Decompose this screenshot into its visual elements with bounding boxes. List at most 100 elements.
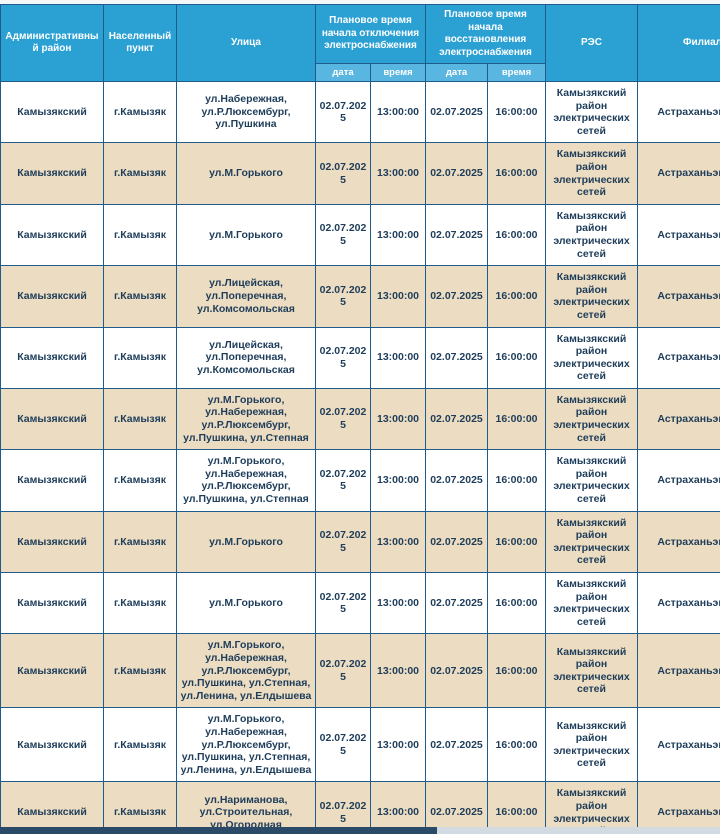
cell-branch: Астраханьэнерго: [637, 326, 720, 389]
cell-branch: Астраханьэнерго: [637, 142, 720, 205]
table-row: Камызякский г.Камызяк ул.М.Горького, ул.…: [0, 387, 720, 451]
cell-on-date: 02.07.2025: [425, 203, 488, 267]
cell-on-time: 16:00:00: [487, 449, 546, 512]
cell-off-date: 02.07.2025: [315, 707, 371, 783]
cell-branch: Астраханьэнерго: [637, 203, 720, 267]
cell-district: Камызякский: [0, 781, 104, 834]
cell-res: Камызякский район электрических сетей: [545, 80, 638, 144]
cell-settlement: г.Камызяк: [103, 707, 177, 783]
cell-on-date: 02.07.2025: [425, 80, 488, 144]
table-header: Административный район Населенный пункт …: [0, 4, 720, 82]
cell-branch: Астраханьэнерго: [637, 449, 720, 512]
cell-street: ул.Лицейская, ул.Поперечная, ул.Комсомол…: [176, 265, 316, 328]
cell-off-date: 02.07.2025: [315, 571, 371, 635]
cell-off-time: 13:00:00: [370, 707, 426, 783]
cell-on-date: 02.07.2025: [425, 142, 488, 205]
cell-off-date: 02.07.2025: [315, 80, 371, 144]
cell-district: Камызякский: [0, 80, 104, 144]
cell-branch: Астраханьэнерго: [637, 571, 720, 635]
cell-on-time: 16:00:00: [487, 387, 546, 451]
cell-branch: Астраханьэнерго: [637, 707, 720, 783]
cell-on-time: 16:00:00: [487, 510, 546, 574]
cell-on-time: 16:00:00: [487, 633, 546, 709]
cell-branch: Астраханьэнерго: [637, 80, 720, 144]
cell-settlement: г.Камызяк: [103, 203, 177, 267]
cell-res: Камызякский район электрических сетей: [545, 142, 638, 205]
subcol-header-off-time: время: [370, 63, 426, 82]
col-header-branch: Филиал: [637, 4, 720, 82]
cell-branch: Астраханьэнерго: [637, 510, 720, 574]
cell-res: Камызякский район электрических сетей: [545, 707, 638, 783]
table-row: Камызякский г.Камызяк ул.М.Горького 02.0…: [0, 203, 720, 267]
table-row: Камызякский г.Камызяк ул.М.Горького, ул.…: [0, 633, 720, 709]
cell-on-time: 16:00:00: [487, 80, 546, 144]
cell-on-date: 02.07.2025: [425, 707, 488, 783]
cell-res: Камызякский район электрических сетей: [545, 203, 638, 267]
cell-off-time: 13:00:00: [370, 449, 426, 512]
cell-off-time: 13:00:00: [370, 571, 426, 635]
table-row: Камызякский г.Камызяк ул.М.Горького 02.0…: [0, 571, 720, 635]
cell-res: Камызякский район электрических сетей: [545, 265, 638, 328]
cell-off-time: 13:00:00: [370, 265, 426, 328]
table-row: Камызякский г.Камызяк ул.Лицейская, ул.П…: [0, 265, 720, 328]
cell-on-time: 16:00:00: [487, 571, 546, 635]
cell-branch: Астраханьэнерго: [637, 781, 720, 834]
cell-street: ул.М.Горького: [176, 203, 316, 267]
subcol-header-off-date: дата: [315, 63, 371, 82]
cell-district: Камызякский: [0, 707, 104, 783]
cell-branch: Астраханьэнерго: [637, 633, 720, 709]
cell-street: ул.М.Горького, ул.Набережная, ул.Р.Люксе…: [176, 633, 316, 709]
cell-off-date: 02.07.2025: [315, 633, 371, 709]
cell-on-date: 02.07.2025: [425, 387, 488, 451]
cell-on-date: 02.07.2025: [425, 326, 488, 389]
cell-off-date: 02.07.2025: [315, 387, 371, 451]
cell-branch: Астраханьэнерго: [637, 265, 720, 328]
cell-district: Камызякский: [0, 203, 104, 267]
cell-street: ул.М.Горького, ул.Набережная, ул.Р.Люксе…: [176, 449, 316, 512]
cell-res: Камызякский район электрических сетей: [545, 449, 638, 512]
cell-off-date: 02.07.2025: [315, 326, 371, 389]
cell-on-time: 16:00:00: [487, 203, 546, 267]
cell-district: Камызякский: [0, 142, 104, 205]
cell-settlement: г.Камызяк: [103, 326, 177, 389]
cell-on-time: 16:00:00: [487, 707, 546, 783]
cell-settlement: г.Камызяк: [103, 571, 177, 635]
horizontal-scrollbar[interactable]: [0, 827, 720, 834]
cell-settlement: г.Камызяк: [103, 80, 177, 144]
col-header-settlement: Населенный пункт: [103, 4, 177, 82]
cell-off-date: 02.07.2025: [315, 449, 371, 512]
cell-street: ул.М.Горького, ул.Набережная, ул.Р.Люксе…: [176, 387, 316, 451]
cell-settlement: г.Камызяк: [103, 142, 177, 205]
cell-off-time: 13:00:00: [370, 326, 426, 389]
cell-on-date: 02.07.2025: [425, 265, 488, 328]
cell-off-time: 13:00:00: [370, 510, 426, 574]
cell-settlement: г.Камызяк: [103, 781, 177, 834]
table-row: Камызякский г.Камызяк ул.М.Горького, ул.…: [0, 449, 720, 512]
table-row: Камызякский г.Камызяк ул.Лицейская, ул.П…: [0, 326, 720, 389]
cell-off-time: 13:00:00: [370, 80, 426, 144]
cell-street: ул.М.Горького: [176, 510, 316, 574]
cell-off-time: 13:00:00: [370, 142, 426, 205]
cell-off-date: 02.07.2025: [315, 781, 371, 834]
cell-on-time: 16:00:00: [487, 326, 546, 389]
cell-res: Камызякский район электрических сетей: [545, 326, 638, 389]
table-row: Камызякский г.Камызяк ул.Набережная, ул.…: [0, 80, 720, 144]
cell-on-date: 02.07.2025: [425, 510, 488, 574]
cell-street: ул.М.Горького: [176, 571, 316, 635]
outage-schedule-table: Административный район Населенный пункт …: [0, 4, 720, 834]
col-header-outage-start: Плановое время начала отключения электро…: [315, 4, 426, 64]
cell-district: Камызякский: [0, 387, 104, 451]
cell-off-time: 13:00:00: [370, 781, 426, 834]
col-header-res: РЭС: [545, 4, 638, 82]
horizontal-scrollbar-thumb[interactable]: [0, 827, 437, 834]
cell-district: Камызякский: [0, 449, 104, 512]
cell-district: Камызякский: [0, 571, 104, 635]
cell-settlement: г.Камызяк: [103, 510, 177, 574]
cell-on-time: 16:00:00: [487, 265, 546, 328]
cell-off-date: 02.07.2025: [315, 203, 371, 267]
cell-on-time: 16:00:00: [487, 142, 546, 205]
cell-on-date: 02.07.2025: [425, 781, 488, 834]
cell-res: Камызякский район электрических сетей: [545, 387, 638, 451]
cell-settlement: г.Камызяк: [103, 449, 177, 512]
